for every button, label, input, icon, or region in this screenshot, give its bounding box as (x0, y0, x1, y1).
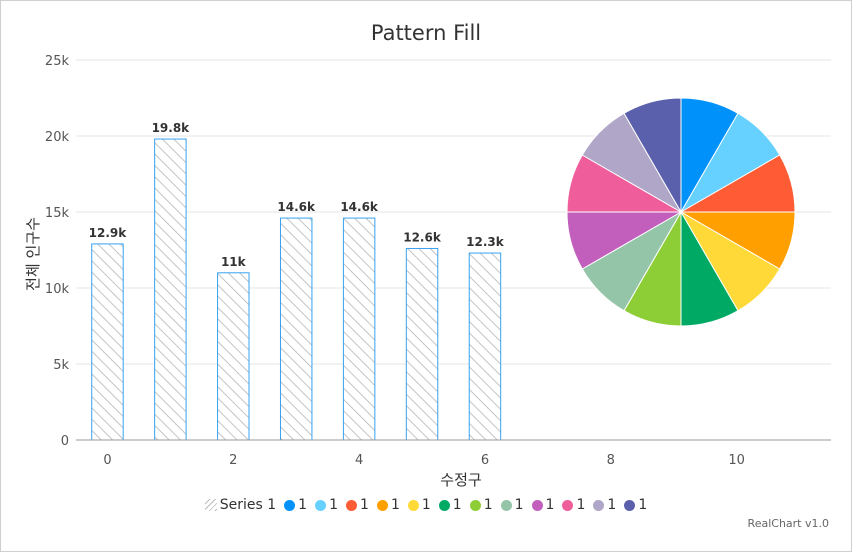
legend-label: Series 1 (219, 497, 277, 513)
legend-item[interactable]: 1 (469, 497, 493, 513)
bar (217, 272, 250, 441)
x-tick-label: 8 (607, 453, 615, 468)
legend-label: 1 (360, 497, 369, 513)
legend-dot-icon (593, 499, 605, 511)
legend-label: 1 (483, 497, 493, 513)
legend-item[interactable]: 1 (593, 497, 616, 513)
legend-item[interactable]: 1 (315, 497, 338, 513)
legend-dot-icon (407, 499, 419, 511)
legend-item[interactable]: 1 (376, 497, 400, 513)
legend-label: 1 (329, 497, 339, 513)
x-tick-label: 4 (355, 453, 363, 468)
pie-series (566, 97, 796, 327)
y-tick-label: 5k (53, 358, 69, 373)
legend-dot-icon (438, 499, 450, 511)
legend-label: 1 (390, 497, 400, 513)
legend-label: 1 (607, 497, 617, 513)
legend: Series 1 1 1 1 1 1 1 1 1 1 1 1 1 (1, 497, 851, 513)
legend-hatch-icon (204, 499, 217, 511)
chart-title: Pattern Fill (370, 21, 482, 45)
legend-item[interactable]: 1 (407, 497, 431, 513)
bar-data-label: 12.9k (89, 226, 128, 240)
pie-slice (623, 97, 682, 214)
x-tick-label: 6 (481, 453, 489, 468)
legend-item[interactable]: 1 (438, 497, 462, 513)
bar (342, 217, 376, 441)
bar (91, 243, 124, 441)
legend-dot-icon (284, 499, 296, 511)
legend-label: 1 (421, 497, 431, 513)
legend-item[interactable]: 1 (562, 497, 585, 513)
legend-label: 1 (638, 497, 648, 513)
legend-dot-icon (315, 499, 327, 511)
legend-label: 1 (545, 497, 555, 513)
legend-label: 1 (298, 497, 308, 513)
legend-dot-icon (346, 499, 358, 511)
x-tick-label: 2 (229, 453, 237, 468)
y-tick-label: 15k (45, 206, 70, 221)
y-tick-label: 25k (45, 54, 70, 69)
bar-data-label: 12.6k (403, 230, 442, 244)
bar-data-label: 11k (221, 255, 247, 269)
legend-item[interactable]: 1 (624, 497, 647, 513)
y-axis-title: 전체 인구수 (24, 217, 42, 291)
bar-data-label: 12.3k (466, 235, 505, 249)
bar (405, 247, 439, 441)
legend-dot-icon (469, 499, 481, 511)
bar-data-label: 14.6k (340, 200, 379, 214)
bar-data-label: 19.8k (152, 121, 191, 135)
bar (468, 252, 502, 441)
y-tick-label: 10k (45, 282, 70, 297)
x-axis-title: 수정구 (440, 471, 481, 489)
x-axis-ticks: 0 2 4 6 8 10 (103, 453, 745, 468)
chart-plot: 0 5k 10k 15k 20k 25k 0 2 4 6 8 10 12.9k 19.8k 11k 14.… (24, 54, 831, 489)
legend-label: 1 (576, 497, 586, 513)
legend-item[interactable]: 1 (531, 497, 555, 513)
y-tick-label: 20k (45, 130, 70, 145)
bar (154, 138, 187, 441)
x-tick-label: 10 (728, 453, 745, 468)
legend-item[interactable]: Series 1 (204, 497, 277, 513)
legend-dot-icon (500, 499, 512, 511)
legend-label: 1 (514, 497, 524, 513)
x-tick-label: 0 (103, 453, 111, 468)
legend-dot-icon (376, 499, 388, 511)
legend-dot-icon (562, 499, 574, 511)
legend-dot-icon (624, 499, 636, 511)
y-tick-label: 0 (61, 434, 69, 449)
credits: RealChart v1.0 (747, 517, 829, 530)
legend-label: 1 (452, 497, 462, 513)
bar (279, 217, 313, 441)
legend-dot-icon (531, 499, 543, 511)
legend-item[interactable]: 1 (284, 497, 307, 513)
legend-item[interactable]: 1 (500, 497, 524, 513)
bar-series: 12.9k 19.8k 11k 14.6k 14.6k 12.6k 12.3k (89, 121, 505, 441)
legend-item[interactable]: 1 (346, 497, 369, 513)
y-axis-ticks: 0 5k 10k 15k 20k 25k (45, 54, 70, 449)
bar-data-label: 14.6k (277, 200, 316, 214)
